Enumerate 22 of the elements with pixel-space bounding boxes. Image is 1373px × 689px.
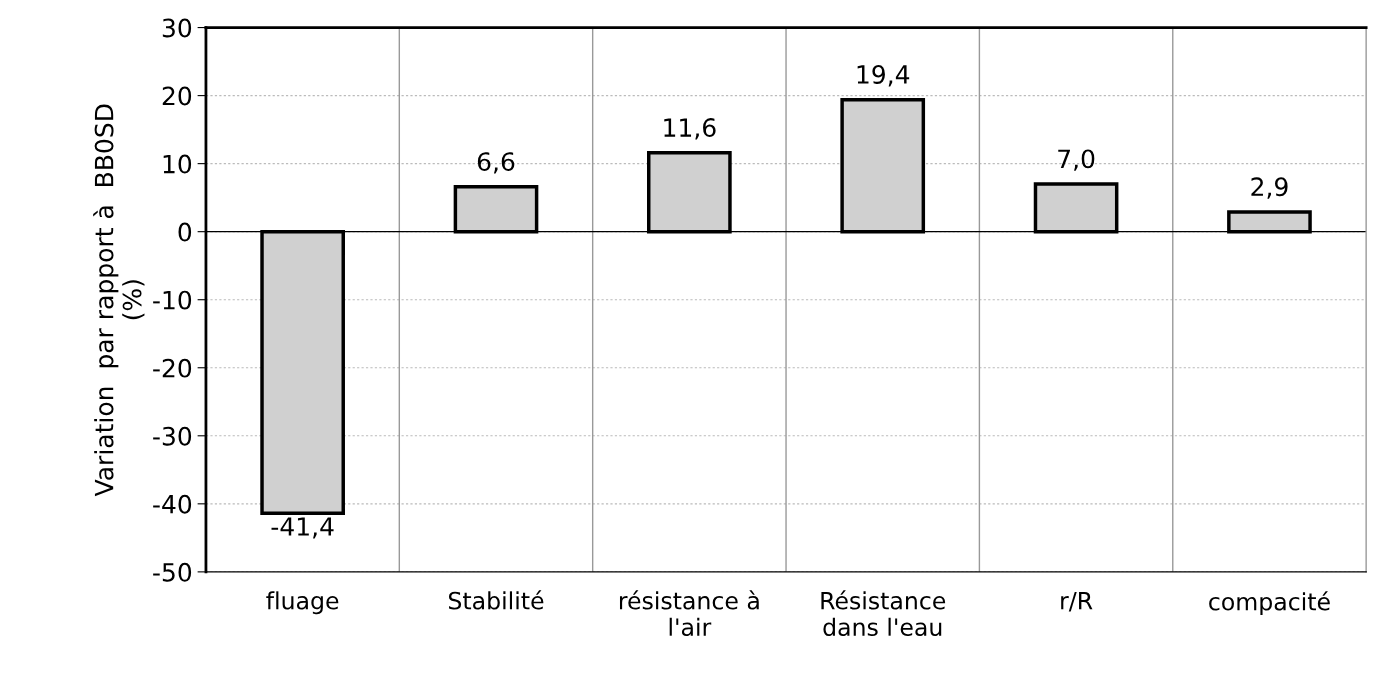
y-tick-label: 10 — [163, 154, 192, 174]
data-label: 11,6 — [664, 118, 716, 140]
y-tick-label: -50 — [153, 562, 192, 582]
x-tick-label: résistance à l'air — [619, 590, 759, 637]
y-axis-title: Variation par rapport à BB0SD (%) — [93, 104, 145, 497]
data-label: 7,0 — [1058, 149, 1095, 171]
y-tick-label: -10 — [153, 290, 192, 310]
x-tick-label: r/R — [1061, 592, 1093, 612]
data-label: -41,4 — [271, 517, 334, 539]
data-label: 6,6 — [477, 152, 515, 174]
y-tick-label: -20 — [153, 358, 192, 378]
x-tick-label: Résistance dans l'eau — [821, 590, 946, 637]
x-tick-label: fluage — [266, 591, 339, 615]
y-tick-label: 0 — [178, 222, 192, 242]
data-label: 19,4 — [857, 65, 910, 87]
y-tick-label: 30 — [162, 18, 192, 38]
y-tick-label: -40 — [153, 494, 192, 514]
x-tick-label: compacité — [1209, 591, 1330, 616]
y-tick-label: -30 — [153, 426, 192, 446]
y-tick-label: 20 — [162, 86, 192, 106]
data-label: 2,9 — [1251, 177, 1288, 199]
x-tick-label: Stabilité — [448, 590, 544, 610]
